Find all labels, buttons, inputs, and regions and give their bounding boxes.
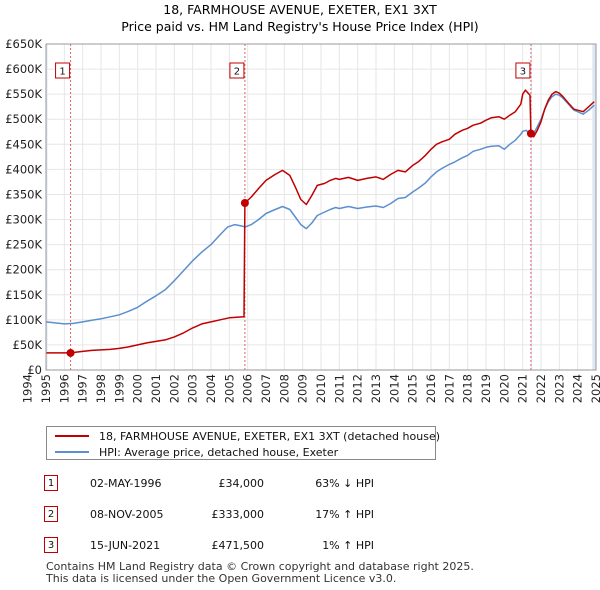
transaction-price: £333,000 <box>211 508 265 521</box>
x-tick-label: 2001 <box>149 374 163 403</box>
x-tick-label: 2016 <box>424 374 438 403</box>
x-tick-label: 1997 <box>76 374 90 403</box>
footer-copyright: Contains HM Land Registry data © Crown c… <box>46 560 474 573</box>
x-tick-label: 2000 <box>131 374 145 403</box>
price-chart: 18, FARMHOUSE AVENUE, EXETER, EX1 3XT Pr… <box>5 2 600 403</box>
legend-item-hpi: HPI: Average price, detached house, Exet… <box>55 444 338 460</box>
x-tick-label: 2006 <box>241 374 255 403</box>
y-tick-label: £200K <box>5 263 42 277</box>
y-tick-label: £0 <box>27 363 42 377</box>
x-tick-label: 2010 <box>314 374 328 403</box>
x-tick-label: 1998 <box>94 374 108 403</box>
chart-title: 18, FARMHOUSE AVENUE, EXETER, EX1 3XT <box>163 2 437 17</box>
transaction-price: £471,500 <box>211 539 265 552</box>
y-tick-label: £400K <box>5 162 42 176</box>
transaction-label-text: 1 <box>59 67 65 78</box>
x-tick-label: 2009 <box>296 374 310 403</box>
y-tick-label: £50K <box>13 338 43 352</box>
legend-label-hpi: HPI: Average price, detached house, Exet… <box>99 445 339 459</box>
transaction-hpi: 63% ↓ HPI <box>315 477 374 490</box>
x-tick-label: 2023 <box>552 374 566 403</box>
transaction-point <box>66 348 75 357</box>
x-tick-label: 2013 <box>369 374 383 403</box>
transaction-point <box>526 129 535 138</box>
shaded-period <box>592 44 596 370</box>
x-tick-label: 2008 <box>277 374 291 403</box>
x-tick-label: 2017 <box>442 374 456 403</box>
transaction-date: 08-NOV-2005 <box>90 508 164 521</box>
transaction-hpi: 17% ↑ HPI <box>315 508 374 521</box>
x-tick-label: 2011 <box>332 374 346 403</box>
legend-swatch-price-paid <box>55 435 89 437</box>
y-tick-label: £500K <box>5 112 42 126</box>
footer: Contains HM Land Registry data © Crown c… <box>46 561 474 585</box>
y-tick-label: £100K <box>5 313 42 327</box>
shaded-period <box>46 44 48 370</box>
y-tick-label: £550K <box>5 87 42 101</box>
transaction-labels: 1 2 3 <box>55 62 531 79</box>
legend-swatch-hpi <box>55 451 89 453</box>
transaction-price: £34,000 <box>218 477 265 490</box>
transaction-date: 02-MAY-1996 <box>90 477 162 490</box>
transaction-label-box <box>229 62 245 79</box>
y-tick-label: £300K <box>5 213 42 227</box>
table-row: 2 08-NOV-2005 £333,000 17% ↑ HPI <box>44 506 444 526</box>
x-tick-label: 2019 <box>479 374 493 403</box>
y-tick-label: £450K <box>5 137 42 151</box>
y-tick-label: £350K <box>5 187 42 201</box>
x-tick-label: 2024 <box>571 374 585 403</box>
transaction-badge: 1 <box>44 475 58 491</box>
transaction-points <box>66 129 535 357</box>
y-tick-label: £250K <box>5 238 42 252</box>
transaction-hpi: 1% ↑ HPI <box>322 539 374 552</box>
shaded-periods <box>46 44 596 370</box>
shaded-period <box>530 44 532 370</box>
transaction-label-text: 3 <box>520 67 526 78</box>
x-tick-label: 2014 <box>387 374 401 403</box>
x-tick-label: 2022 <box>534 374 548 403</box>
y-tick-label: £150K <box>5 288 42 302</box>
x-tick-label: 1994 <box>21 374 35 403</box>
x-tick-label: 2025 <box>589 374 600 403</box>
y-tick-label: £600K <box>5 62 42 76</box>
transaction-date: 15-JUN-2021 <box>90 539 161 552</box>
x-tick-label: 2021 <box>516 374 530 403</box>
x-tick-label: 2012 <box>351 374 365 403</box>
x-tick-label: 1999 <box>112 374 126 403</box>
plot-frame <box>45 43 597 371</box>
x-axis: 1994 1995 1996 1997 1998 1999 2000 2001 2002 2003… <box>21 374 600 403</box>
x-tick-label: 2003 <box>186 374 200 403</box>
transaction-label-box <box>55 62 71 79</box>
x-tick-label: 1995 <box>39 374 53 403</box>
x-tick-label: 2005 <box>222 374 236 403</box>
legend-item-price-paid: 18, FARMHOUSE AVENUE, EXETER, EX1 3XT (d… <box>55 428 440 444</box>
legend-label-price-paid: 18, FARMHOUSE AVENUE, EXETER, EX1 3XT (d… <box>99 429 440 443</box>
transaction-badge: 2 <box>44 506 58 522</box>
x-tick-label: 2018 <box>461 374 475 403</box>
transaction-label-text: 2 <box>234 67 240 78</box>
y-axis: £0 £50K £100K £150K £200K £250K £300K £350K £400… <box>5 37 42 377</box>
x-tick-label: 2004 <box>204 374 218 403</box>
transaction-point <box>240 198 249 207</box>
x-tick-label: 2002 <box>167 374 181 403</box>
legend: 18, FARMHOUSE AVENUE, EXETER, EX1 3XT (d… <box>46 426 440 460</box>
table-row: 3 15-JUN-2021 £471,500 1% ↑ HPI <box>44 537 444 557</box>
transaction-label-box <box>515 62 531 79</box>
x-tick-label: 2015 <box>406 374 420 403</box>
transaction-badge: 3 <box>44 537 58 553</box>
chart-subtitle: Price paid vs. HM Land Registry's House … <box>121 19 478 34</box>
x-tick-label: 2020 <box>497 374 511 403</box>
y-tick-label: £650K <box>5 37 42 51</box>
footer-licence: This data is licensed under the Open Gov… <box>46 572 397 585</box>
x-tick-label: 2007 <box>259 374 273 403</box>
x-tick-label: 1996 <box>57 374 71 403</box>
series-line <box>46 89 595 354</box>
table-row: 1 02-MAY-1996 £34,000 63% ↓ HPI <box>44 475 444 495</box>
